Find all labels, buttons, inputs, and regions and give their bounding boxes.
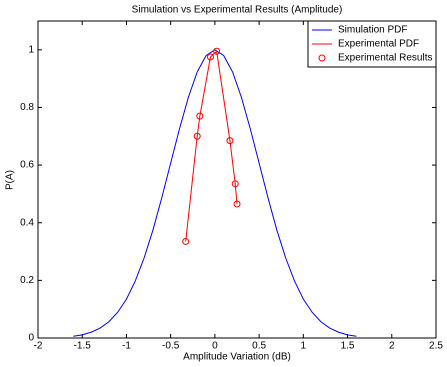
data-point xyxy=(196,112,204,120)
x-axis-label: Amplitude Variation (dB) xyxy=(183,352,291,363)
plot-area xyxy=(37,20,437,339)
x-tick-label: 2.5 xyxy=(429,341,443,352)
y-tick-label: 0.2 xyxy=(20,275,34,286)
x-tick-label: 2 xyxy=(389,341,395,352)
x-tick-label: -0.5 xyxy=(162,341,180,352)
x-tick-label: -2 xyxy=(34,341,43,352)
y-tick-label: 0 xyxy=(28,333,34,344)
chart-title: Simulation vs Experimental Results (Ampl… xyxy=(132,5,343,16)
y-tick-label: 0.8 xyxy=(20,102,34,113)
data-point xyxy=(182,237,190,245)
y-tick-label: 1 xyxy=(28,44,34,55)
data-point xyxy=(213,47,221,55)
data-point xyxy=(233,200,241,208)
y-tick-label: 0.4 xyxy=(20,217,34,228)
data-point xyxy=(193,132,201,140)
legend-label: Experimental Results xyxy=(338,53,432,64)
data-point xyxy=(226,137,234,145)
x-tick-label: 1.5 xyxy=(341,341,355,352)
legend-label: Experimental PDF xyxy=(338,39,419,50)
x-tick-label: 1 xyxy=(301,341,307,352)
legend-marker xyxy=(318,54,326,62)
legend-label: Simulation PDF xyxy=(338,25,407,36)
data-point xyxy=(231,180,239,188)
x-tick-label: -1.5 xyxy=(74,341,92,352)
y-axis-label: P(A) xyxy=(5,170,16,190)
data-point xyxy=(206,53,214,61)
x-tick-label: 0 xyxy=(212,341,218,352)
series-line xyxy=(73,49,357,337)
x-tick-label: 0.5 xyxy=(252,341,266,352)
y-tick-label: 0.6 xyxy=(20,160,34,171)
x-tick-label: -1 xyxy=(122,341,131,352)
